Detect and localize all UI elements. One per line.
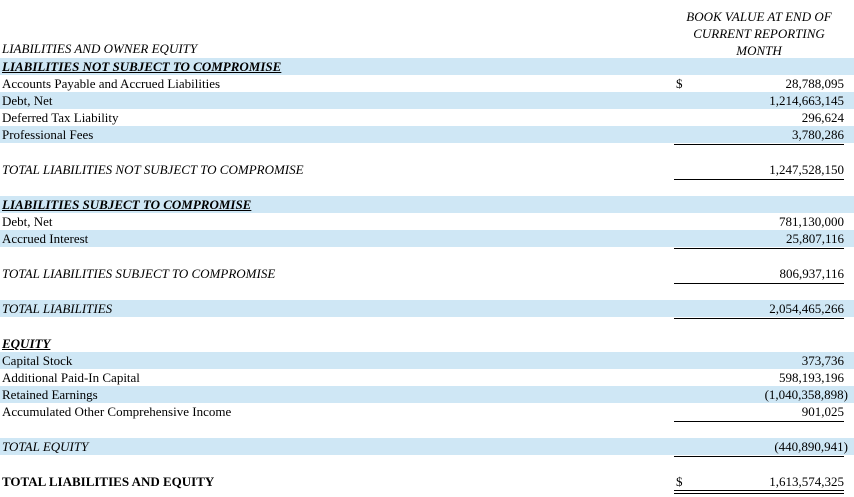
- table-row: Deferred Tax Liability 296,624: [0, 109, 854, 126]
- row-label: Debt, Net: [2, 93, 53, 108]
- column-header-line-1: BOOK VALUE AT END OF: [686, 9, 832, 24]
- column-header: BOOK VALUE AT END OF CURRENT REPORTING M…: [668, 8, 850, 59]
- row-value: 296,624: [801, 110, 844, 125]
- subtotal-rule: [674, 144, 844, 145]
- row-label: Capital Stock: [2, 353, 73, 368]
- column-header-line-3: MONTH: [736, 43, 782, 58]
- currency-symbol: $: [676, 76, 683, 91]
- total-row: TOTAL LIABILITIES 2,054,465,266: [0, 300, 854, 317]
- section-heading: LIABILITIES SUBJECT TO COMPROMISE: [2, 197, 252, 212]
- total-value: (440,890,941): [774, 439, 848, 454]
- table-row: Additional Paid-In Capital 598,193,196: [0, 369, 854, 386]
- row-value: 373,736: [801, 353, 844, 368]
- column-header-line-2: CURRENT REPORTING: [693, 26, 825, 41]
- row-label: Accumulated Other Comprehensive Income: [2, 404, 232, 419]
- grand-total-value: 1,613,574,325: [769, 474, 844, 489]
- total-label: TOTAL EQUITY: [2, 439, 89, 454]
- total-value: 1,247,528,150: [769, 162, 844, 177]
- total-rule: [674, 283, 844, 284]
- row-label: Deferred Tax Liability: [2, 110, 119, 125]
- section-heading: EQUITY: [2, 336, 51, 351]
- table-row: Professional Fees 3,780,286: [0, 126, 854, 143]
- total-row: TOTAL EQUITY (440,890,941): [0, 438, 854, 455]
- total-row: TOTAL LIABILITIES NOT SUBJECT TO COMPROM…: [0, 161, 854, 178]
- row-value: 1,214,663,145: [769, 93, 844, 108]
- row-label: Professional Fees: [2, 127, 94, 142]
- table-row: Retained Earnings (1,040,358,898): [0, 386, 854, 403]
- row-value: 28,788,095: [785, 76, 845, 91]
- row-value: (1,040,358,898): [764, 387, 848, 402]
- section-heading-row: EQUITY: [0, 335, 854, 352]
- subtotal-rule: [674, 421, 844, 422]
- table-row: Accrued Interest 25,807,116: [0, 230, 854, 247]
- subtotal-rule: [674, 248, 844, 249]
- grand-total-label: TOTAL LIABILITIES AND EQUITY: [2, 474, 215, 489]
- table-row: Capital Stock 373,736: [0, 352, 854, 369]
- total-rule: [674, 456, 844, 457]
- total-rule: [674, 179, 844, 180]
- total-row: TOTAL LIABILITIES SUBJECT TO COMPROMISE …: [0, 265, 854, 282]
- row-label: Debt, Net: [2, 214, 53, 229]
- total-value: 2,054,465,266: [769, 301, 844, 316]
- row-label: Retained Earnings: [2, 387, 98, 402]
- row-value: 781,130,000: [779, 214, 844, 229]
- table-row: Debt, Net 781,130,000: [0, 213, 854, 230]
- row-value: 598,193,196: [779, 370, 844, 385]
- double-underline: [674, 490, 844, 494]
- page-section-title: LIABILITIES AND OWNER EQUITY: [2, 41, 198, 56]
- total-value: 806,937,116: [779, 266, 844, 281]
- total-label: TOTAL LIABILITIES: [2, 301, 113, 316]
- table-row: Accumulated Other Comprehensive Income 9…: [0, 403, 854, 420]
- total-label: TOTAL LIABILITIES NOT SUBJECT TO COMPROM…: [2, 162, 304, 177]
- row-value: 25,807,116: [785, 231, 844, 246]
- total-rule: [674, 318, 844, 319]
- table-row: Accounts Payable and Accrued Liabilities…: [0, 75, 854, 92]
- row-label: Additional Paid-In Capital: [2, 370, 140, 385]
- row-label: Accrued Interest: [2, 231, 89, 246]
- section-heading: LIABILITIES NOT SUBJECT TO COMPROMISE: [2, 59, 282, 74]
- table-row: Debt, Net 1,214,663,145: [0, 92, 854, 109]
- grand-total-row: TOTAL LIABILITIES AND EQUITY $ 1,613,574…: [0, 473, 854, 490]
- total-label: TOTAL LIABILITIES SUBJECT TO COMPROMISE: [2, 266, 276, 281]
- row-label: Accounts Payable and Accrued Liabilities: [2, 76, 221, 91]
- section-heading-row: LIABILITIES NOT SUBJECT TO COMPROMISE: [0, 58, 854, 75]
- currency-symbol: $: [676, 474, 683, 489]
- row-value: 901,025: [801, 404, 844, 419]
- section-heading-row: LIABILITIES SUBJECT TO COMPROMISE: [0, 196, 854, 213]
- row-value: 3,780,286: [792, 127, 844, 142]
